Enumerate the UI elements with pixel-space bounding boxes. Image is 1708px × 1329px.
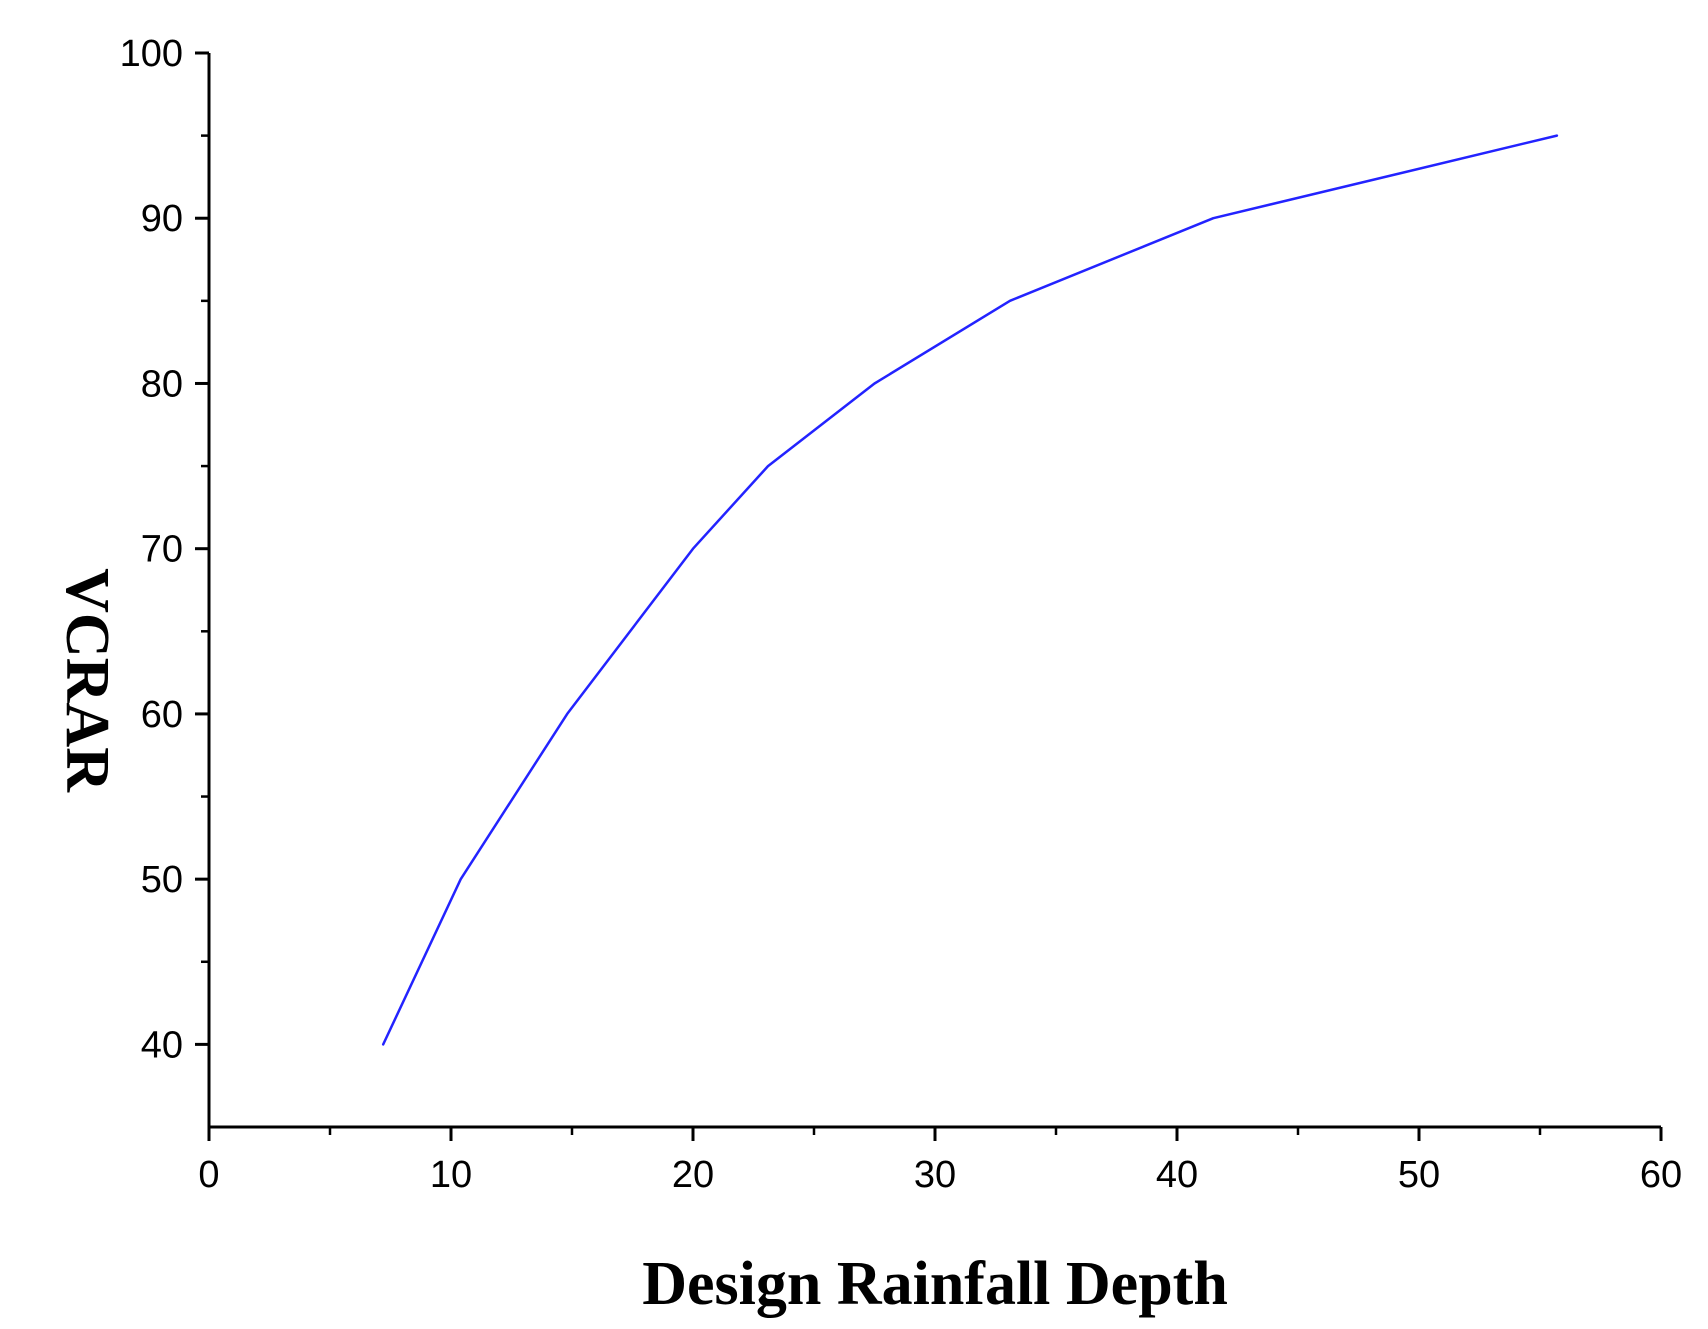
y-tick-label: 70 [141, 529, 183, 571]
y-tick-label: 100 [120, 33, 183, 75]
y-tick-label: 40 [141, 1024, 183, 1066]
x-tick-label: 10 [430, 1154, 472, 1196]
y-axis-ticks: 40 50 60 70 80 90 100 [120, 33, 209, 1066]
y-tick-label: 80 [141, 363, 183, 405]
x-tick-label: 0 [198, 1154, 219, 1196]
series-line [381, 134, 1559, 1046]
axes [207, 53, 1661, 1129]
x-tick-label: 50 [1398, 1154, 1440, 1196]
x-axis-title: Design Rainfall Depth [642, 1250, 1228, 1318]
x-tick-label: 20 [672, 1154, 714, 1196]
x-tick-label: 60 [1640, 1154, 1682, 1196]
x-tick-label: 40 [1156, 1154, 1198, 1196]
y-tick-label: 50 [141, 859, 183, 901]
y-tick-label: 90 [141, 198, 183, 240]
y-axis-title: VCRAR [53, 568, 121, 793]
y-tick-label: 60 [141, 694, 183, 736]
x-tick-label: 30 [914, 1154, 956, 1196]
x-axis-ticks: 0 10 20 30 40 50 60 [198, 1127, 1682, 1196]
series-layer [381, 134, 1559, 1046]
